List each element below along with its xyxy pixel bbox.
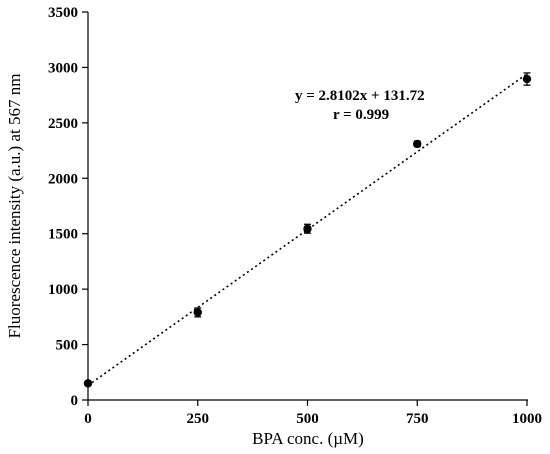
y-tick-label: 3000 — [48, 60, 78, 76]
data-point — [522, 74, 532, 84]
plot-area: 0 500 1000 1500 2000 2500 3000 3500 0 250 500 750 1… — [48, 5, 542, 427]
data-point — [413, 139, 422, 149]
x-tick-label: 500 — [296, 411, 319, 427]
y-tick-label: 1000 — [48, 282, 78, 298]
y-tick-label: 500 — [56, 338, 79, 354]
data-point — [193, 308, 202, 317]
x-tick-label: 0 — [84, 411, 92, 427]
x-tick-label: 1000 — [512, 411, 542, 427]
y-tick-label: 2000 — [48, 171, 78, 187]
y-tick-label: 3500 — [48, 5, 78, 21]
y-axis-ticks: 0 500 1000 1500 2000 2500 3000 3500 — [48, 5, 88, 409]
data-points — [83, 72, 532, 388]
x-axis-title: BPA conc. (µM) — [252, 429, 364, 448]
data-point — [303, 224, 312, 233]
y-axis-title: Fluorescence intensity (a.u.) at 567 nm — [5, 74, 24, 339]
x-tick-label: 250 — [187, 411, 210, 427]
x-axis-ticks: 0 250 500 750 1000 — [84, 400, 542, 427]
x-tick-label: 750 — [406, 411, 429, 427]
data-point — [83, 379, 93, 388]
y-tick-label: 1500 — [48, 227, 78, 243]
y-tick-label: 0 — [71, 393, 79, 409]
y-tick-label: 2500 — [48, 116, 78, 132]
equation-annotation: y = 2.8102x + 131.72 — [295, 88, 425, 104]
r-annotation: r = 0.999 — [333, 107, 389, 123]
